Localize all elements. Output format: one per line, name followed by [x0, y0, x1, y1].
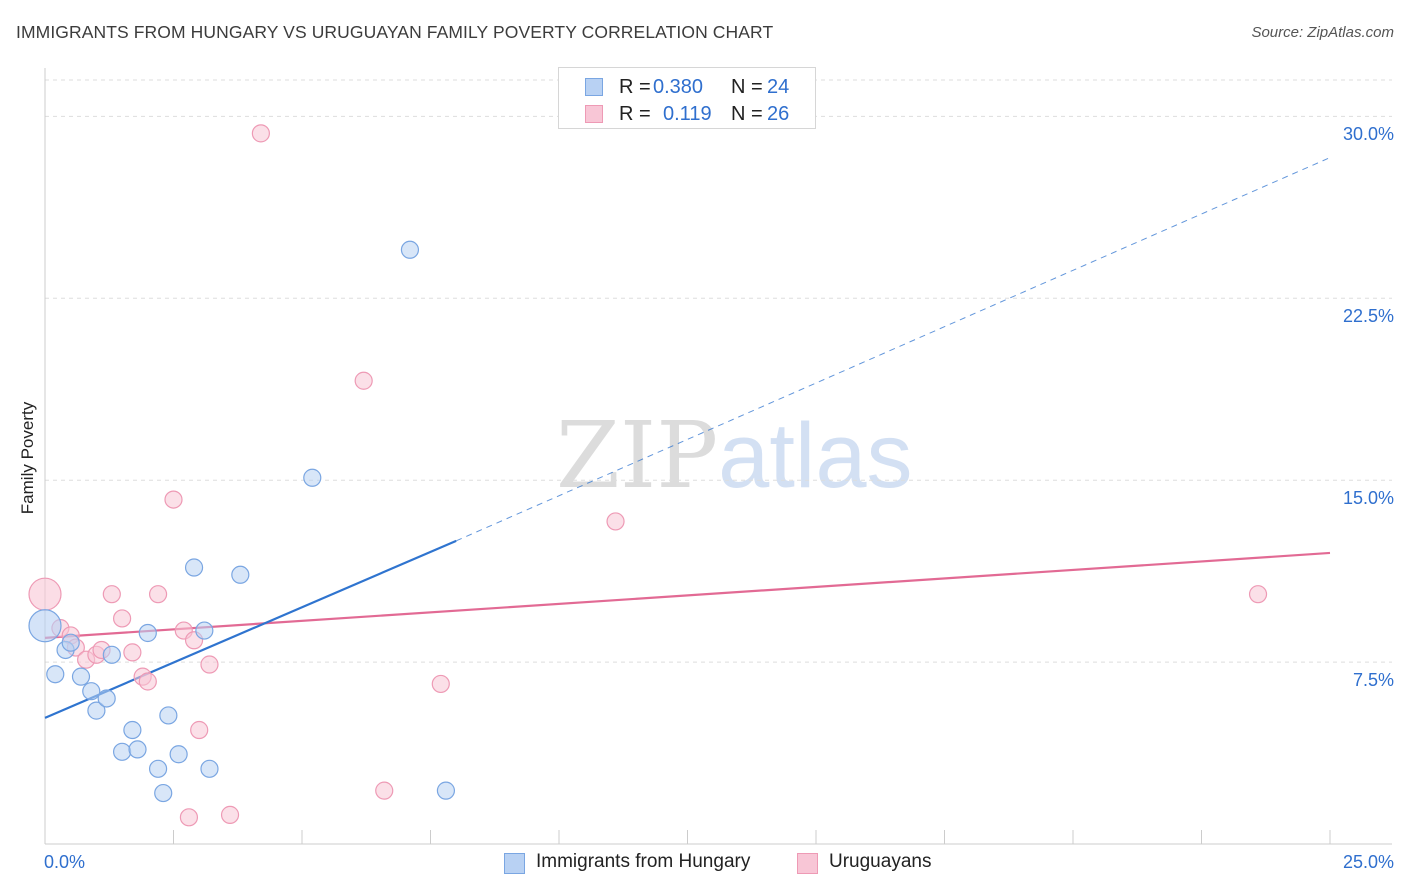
x-tick-label-max: 25.0%	[1342, 852, 1394, 872]
x-tick-label-min: 0.0%	[44, 852, 86, 872]
point-hungary	[82, 682, 101, 701]
point-hungary	[138, 623, 157, 643]
point-uruguayans	[251, 124, 270, 143]
trend-extension-hungary	[455, 157, 1331, 542]
y-tick-label: 22.5%	[1342, 306, 1394, 327]
series-swatch-uruguayans	[797, 853, 818, 874]
legend-r-value: 0.119	[663, 103, 712, 125]
point-hungary	[184, 558, 204, 577]
point-uruguayans	[179, 808, 199, 827]
point-hungary	[154, 783, 173, 803]
chart-title: IMMIGRANTS FROM HUNGARY VS URUGUAYAN FAM…	[16, 22, 774, 42]
point-uruguayans	[164, 490, 183, 509]
point-uruguayans	[606, 512, 625, 531]
legend-r-value: 0.380	[653, 76, 704, 98]
point-hungary	[97, 689, 116, 708]
point-uruguayans	[138, 672, 157, 691]
legend-swatch-hungary	[585, 78, 603, 96]
series-label-uruguayans: Uruguayans	[829, 851, 932, 872]
point-layer	[28, 124, 1268, 827]
point-hungary	[169, 745, 188, 764]
point-uruguayans	[112, 609, 132, 628]
point-hungary	[112, 742, 132, 761]
point-uruguayans	[1248, 585, 1268, 604]
axis-layer	[44, 68, 1392, 845]
y-tick-label: 7.5%	[1352, 670, 1394, 691]
point-hungary	[231, 565, 250, 584]
point-hungary	[148, 759, 168, 778]
watermark-atlas: atlas	[718, 405, 913, 507]
correlation-legend: R = 0.380 N = 24 R = 0.119 N = 26	[558, 67, 816, 129]
y-tick-label: 15.0%	[1342, 488, 1394, 509]
trend-line-uruguayans	[44, 551, 1331, 639]
point-hungary	[71, 667, 91, 686]
point-uruguayans	[354, 371, 373, 390]
series-label-hungary: Immigrants from Hungary	[536, 851, 751, 872]
point-hungary	[28, 609, 62, 643]
point-uruguayans	[28, 577, 62, 611]
legend-n-label: N =	[731, 103, 763, 125]
watermark: ZIPatlas	[556, 402, 913, 509]
point-uruguayans	[190, 720, 209, 740]
point-uruguayans	[123, 643, 142, 662]
point-hungary	[61, 633, 80, 652]
legend-r-label: R =	[619, 76, 651, 98]
legend-r-label: R =	[619, 103, 651, 125]
point-hungary	[159, 706, 178, 725]
point-uruguayans	[102, 585, 121, 604]
series-swatch-hungary	[504, 853, 525, 874]
point-hungary	[123, 720, 142, 740]
point-uruguayans	[200, 655, 219, 674]
point-hungary	[128, 740, 147, 759]
point-hungary	[200, 759, 219, 778]
point-uruguayans	[220, 805, 240, 824]
legend-swatch-uruguayans	[585, 105, 603, 123]
point-hungary	[436, 781, 456, 800]
point-hungary	[46, 665, 65, 684]
trend-line-hungary	[44, 539, 457, 719]
legend-n-value: 26	[767, 103, 790, 125]
point-uruguayans	[375, 781, 394, 800]
legend-n-label: N =	[731, 76, 763, 98]
trend-line-layer	[44, 157, 1331, 719]
point-hungary	[87, 701, 106, 720]
y-axis-label: Family Poverty	[18, 401, 37, 515]
point-uruguayans	[431, 674, 450, 694]
y-tick-label: 30.0%	[1342, 124, 1394, 145]
point-hungary	[303, 468, 322, 487]
source-credit: Source: ZipAtlas.com	[1251, 24, 1394, 41]
watermark-zip: ZIP	[556, 402, 719, 509]
point-uruguayans	[148, 585, 168, 604]
point-hungary	[400, 240, 420, 259]
point-hungary	[102, 645, 121, 664]
legend-n-value: 24	[767, 76, 790, 98]
point-hungary	[195, 621, 214, 640]
